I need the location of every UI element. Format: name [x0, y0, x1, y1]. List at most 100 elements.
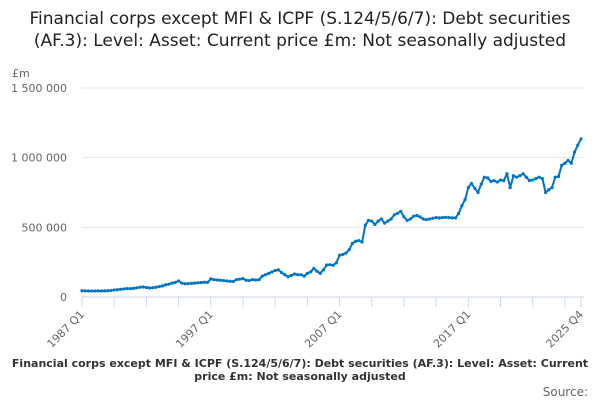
- legend-series-label: Financial corps except MFI & ICPF (S.124…: [11, 357, 589, 383]
- data-point: [231, 279, 235, 283]
- data-point: [511, 174, 515, 178]
- data-point: [450, 216, 454, 220]
- data-point: [267, 271, 271, 275]
- data-point: [543, 190, 548, 195]
- data-point: [363, 223, 367, 227]
- data-point: [495, 180, 499, 184]
- data-point: [457, 211, 461, 215]
- data-point: [498, 178, 503, 182]
- data-point: [473, 186, 477, 190]
- data-point: [402, 215, 406, 219]
- data-point: [154, 285, 158, 289]
- data-point: [112, 288, 116, 292]
- data-point: [251, 277, 255, 282]
- data-point: [569, 161, 573, 165]
- data-point: [350, 241, 355, 245]
- data-point: [144, 285, 148, 290]
- data-point: [312, 266, 316, 271]
- data-point: [93, 289, 97, 293]
- x-tick-label: 1997 Q1: [173, 308, 216, 351]
- data-point: [489, 179, 493, 183]
- data-point: [202, 280, 206, 284]
- y-tick-label: 1 000 000: [11, 152, 67, 165]
- data-point: [283, 273, 287, 277]
- data-point: [556, 174, 561, 179]
- data-point: [370, 219, 374, 223]
- data-point: [122, 287, 126, 291]
- data-point: [173, 280, 177, 284]
- data-point: [280, 271, 284, 275]
- data-point: [325, 263, 329, 267]
- data-point: [482, 175, 487, 179]
- y-tick-label: 0: [60, 291, 67, 304]
- data-point: [460, 204, 464, 208]
- data-point: [109, 288, 113, 293]
- source-label: Source:: [542, 385, 588, 399]
- data-point: [524, 175, 528, 179]
- data-point: [505, 172, 509, 176]
- data-point: [102, 289, 107, 293]
- data-point: [270, 270, 274, 274]
- data-point: [238, 277, 242, 281]
- y-tick-label: 500 000: [22, 221, 68, 234]
- data-point: [415, 213, 419, 218]
- data-point: [148, 286, 152, 290]
- data-point: [167, 282, 171, 286]
- data-point: [379, 217, 383, 221]
- data-point: [521, 172, 525, 176]
- data-point: [151, 286, 155, 290]
- y-tick-label: 1 500 000: [11, 82, 67, 95]
- data-point: [96, 289, 100, 293]
- data-point: [508, 186, 512, 190]
- series-line: [81, 138, 582, 292]
- data-point: [205, 280, 210, 284]
- data-point: [212, 277, 216, 282]
- data-point: [566, 158, 570, 163]
- data-point: [299, 273, 303, 277]
- data-point: [135, 286, 139, 290]
- data-point: [540, 176, 544, 181]
- data-point: [405, 218, 409, 222]
- data-point: [453, 216, 458, 220]
- data-point: [486, 176, 490, 180]
- data-point: [331, 263, 335, 267]
- data-point: [515, 175, 519, 179]
- x-tick-label: 1987 Q1: [45, 308, 88, 351]
- data-point: [222, 278, 226, 283]
- data-point: [428, 217, 432, 221]
- data-point: [469, 181, 474, 186]
- data-point: [560, 163, 564, 167]
- data-point: [476, 190, 480, 195]
- data-point: [115, 288, 120, 292]
- data-point: [218, 278, 223, 282]
- data-point: [537, 175, 541, 179]
- data-point: [83, 289, 87, 293]
- data-point: [170, 281, 174, 285]
- data-point: [411, 214, 416, 218]
- data-point: [263, 273, 268, 277]
- data-point: [318, 271, 322, 275]
- data-point: [315, 269, 319, 273]
- data-point: [563, 161, 567, 165]
- data-point: [276, 268, 280, 272]
- data-point: [344, 251, 348, 255]
- data-point: [347, 248, 351, 252]
- data-point: [360, 240, 364, 244]
- data-point: [193, 281, 197, 285]
- data-point: [408, 217, 412, 221]
- data-point: [440, 215, 445, 220]
- data-point: [257, 277, 261, 282]
- data-point: [196, 281, 200, 285]
- data-point: [502, 179, 506, 183]
- data-point: [86, 289, 91, 293]
- data-point: [534, 176, 538, 181]
- data-point: [119, 287, 123, 291]
- data-point: [492, 179, 496, 183]
- data-point: [479, 182, 483, 186]
- data-point: [131, 286, 136, 290]
- x-tick-label: 2007 Q1: [302, 308, 345, 351]
- data-point: [579, 137, 583, 141]
- data-point: [141, 285, 145, 289]
- data-point: [225, 279, 229, 283]
- data-point: [447, 215, 451, 220]
